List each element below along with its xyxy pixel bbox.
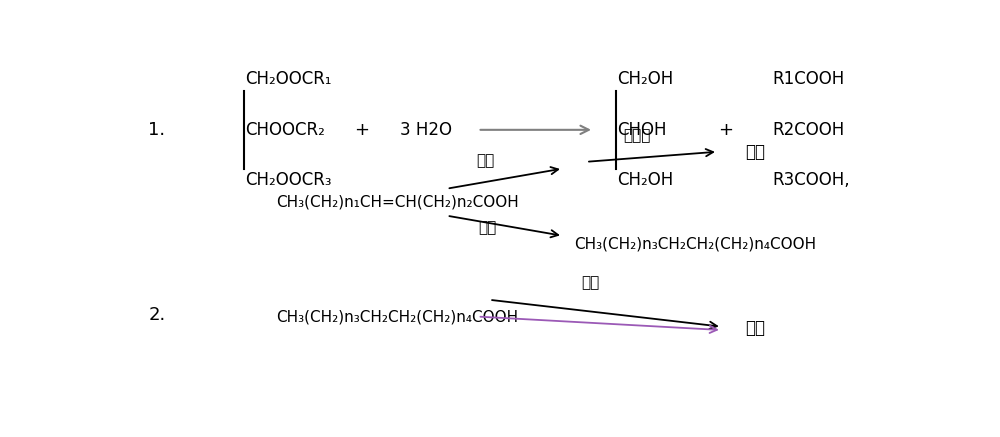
Text: 加氢: 加氢 — [479, 220, 497, 235]
Text: CH₃(CH₂)n₁CH=CH(CH₂)n₂COOH: CH₃(CH₂)n₁CH=CH(CH₂)n₂COOH — [276, 194, 519, 210]
Text: CH₂OH: CH₂OH — [617, 171, 673, 189]
Text: R2COOH: R2COOH — [772, 121, 844, 139]
Text: 烷烃: 烷烃 — [745, 319, 765, 336]
Text: 3 H2O: 3 H2O — [400, 121, 452, 139]
Text: CH₂OOCR₁: CH₂OOCR₁ — [245, 70, 332, 88]
Text: 脱罧: 脱罧 — [581, 275, 599, 290]
Text: 2.: 2. — [148, 306, 166, 324]
Text: 芳构化: 芳构化 — [623, 128, 650, 143]
Text: 脱氢: 脱氢 — [476, 153, 494, 169]
Text: R3COOH,: R3COOH, — [772, 171, 850, 189]
Text: 芳烃: 芳烃 — [745, 143, 765, 161]
Text: CH₃(CH₂)n₃CH₂CH₂(CH₂)n₄COOH: CH₃(CH₂)n₃CH₂CH₂(CH₂)n₄COOH — [574, 237, 817, 252]
Text: CHOH: CHOH — [617, 121, 667, 139]
Text: CH₂OOCR₃: CH₂OOCR₃ — [245, 171, 332, 189]
Text: 1.: 1. — [148, 121, 165, 139]
Text: CH₃(CH₂)n₃CH₂CH₂(CH₂)n₄COOH: CH₃(CH₂)n₃CH₂CH₂(CH₂)n₄COOH — [276, 309, 518, 324]
Text: CH₂OH: CH₂OH — [617, 70, 673, 88]
Text: R1COOH: R1COOH — [772, 70, 844, 88]
Text: +: + — [354, 121, 369, 139]
Text: CHOOCR₂: CHOOCR₂ — [245, 121, 325, 139]
Text: +: + — [718, 121, 733, 139]
